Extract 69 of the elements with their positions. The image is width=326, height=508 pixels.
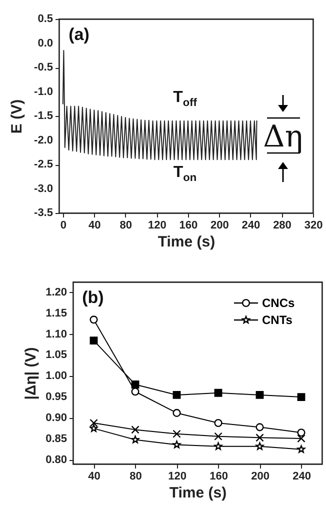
point bbox=[256, 423, 264, 432]
y-tick-label: -1.0 bbox=[34, 86, 53, 98]
y-tick-label: -2.0 bbox=[34, 134, 53, 146]
y-tick-label: 1.10 bbox=[46, 328, 67, 340]
y-tick-label: -2.5 bbox=[34, 158, 53, 170]
point bbox=[214, 388, 222, 397]
annotation: (a) bbox=[68, 25, 90, 45]
y-tick-label: 0.5 bbox=[38, 13, 53, 25]
point bbox=[214, 418, 222, 428]
x-axis-title: Time (s) bbox=[158, 234, 216, 250]
x-tick-label: 80 bbox=[130, 470, 142, 482]
y-tick-label: 0.0 bbox=[38, 37, 53, 50]
point bbox=[172, 408, 181, 417]
point bbox=[256, 442, 264, 450]
point bbox=[172, 430, 181, 438]
y-tick-label: -3.0 bbox=[34, 182, 53, 195]
point bbox=[131, 388, 140, 396]
y-tick-label: 1.05 bbox=[46, 349, 67, 362]
y-tick-label: 1.00 bbox=[46, 370, 67, 382]
point bbox=[90, 316, 98, 324]
x-tick-label: 200 bbox=[210, 220, 229, 232]
point bbox=[90, 424, 98, 432]
y-tick-label: 0.90 bbox=[46, 412, 67, 424]
legend-label: CNCs bbox=[262, 296, 295, 310]
y-axis-title: E (V) bbox=[8, 99, 26, 134]
x-tick-label: 160 bbox=[179, 220, 198, 232]
point bbox=[297, 393, 306, 402]
x-tick-label: 320 bbox=[304, 220, 323, 232]
point bbox=[214, 442, 222, 450]
point bbox=[90, 418, 98, 428]
line-series bbox=[62, 50, 258, 160]
annotation: T$_{on}$ bbox=[173, 164, 197, 184]
x-tick-label: 120 bbox=[148, 220, 166, 232]
x-tick-label: 40 bbox=[88, 220, 101, 232]
y-tick-label: 1.20 bbox=[46, 286, 67, 298]
y-tick-label: -3.5 bbox=[34, 207, 53, 219]
y-tick-label: 0.85 bbox=[46, 432, 67, 445]
point bbox=[214, 432, 222, 440]
y-axis-title: |Δη| (V) bbox=[22, 347, 40, 400]
y-tick-label: -0.5 bbox=[34, 62, 53, 74]
x-tick-label: 120 bbox=[168, 470, 186, 482]
point bbox=[131, 436, 140, 444]
annotation: Δη bbox=[263, 120, 303, 154]
point bbox=[131, 380, 140, 388]
point bbox=[172, 391, 181, 399]
point bbox=[172, 440, 181, 448]
x-tick-label: 280 bbox=[273, 220, 292, 232]
point bbox=[131, 426, 140, 434]
point bbox=[297, 434, 306, 443]
y-tick-label: 0.80 bbox=[46, 454, 67, 466]
annotation: (b) bbox=[82, 288, 104, 308]
x-tick-label: 200 bbox=[251, 470, 270, 482]
legend-label: CNTs bbox=[262, 313, 293, 327]
x-tick-label: 0 bbox=[60, 220, 66, 232]
x-tick-label: 240 bbox=[242, 220, 260, 232]
y-tick-label: 0.95 bbox=[46, 391, 67, 404]
point bbox=[256, 434, 264, 442]
x-tick-label: 160 bbox=[210, 470, 228, 482]
x-tick-label: 240 bbox=[292, 470, 311, 482]
y-tick-label: -1.5 bbox=[34, 110, 53, 122]
x-axis-title: Time (s) bbox=[169, 484, 227, 502]
x-tick-label: 40 bbox=[88, 470, 100, 482]
point bbox=[256, 391, 264, 399]
y-tick-label: 1.15 bbox=[46, 307, 67, 320]
point bbox=[297, 428, 306, 437]
point bbox=[90, 336, 98, 345]
point bbox=[297, 445, 306, 453]
x-tick-label: 80 bbox=[120, 220, 132, 232]
annotation: T$_{off}$ bbox=[173, 89, 197, 109]
